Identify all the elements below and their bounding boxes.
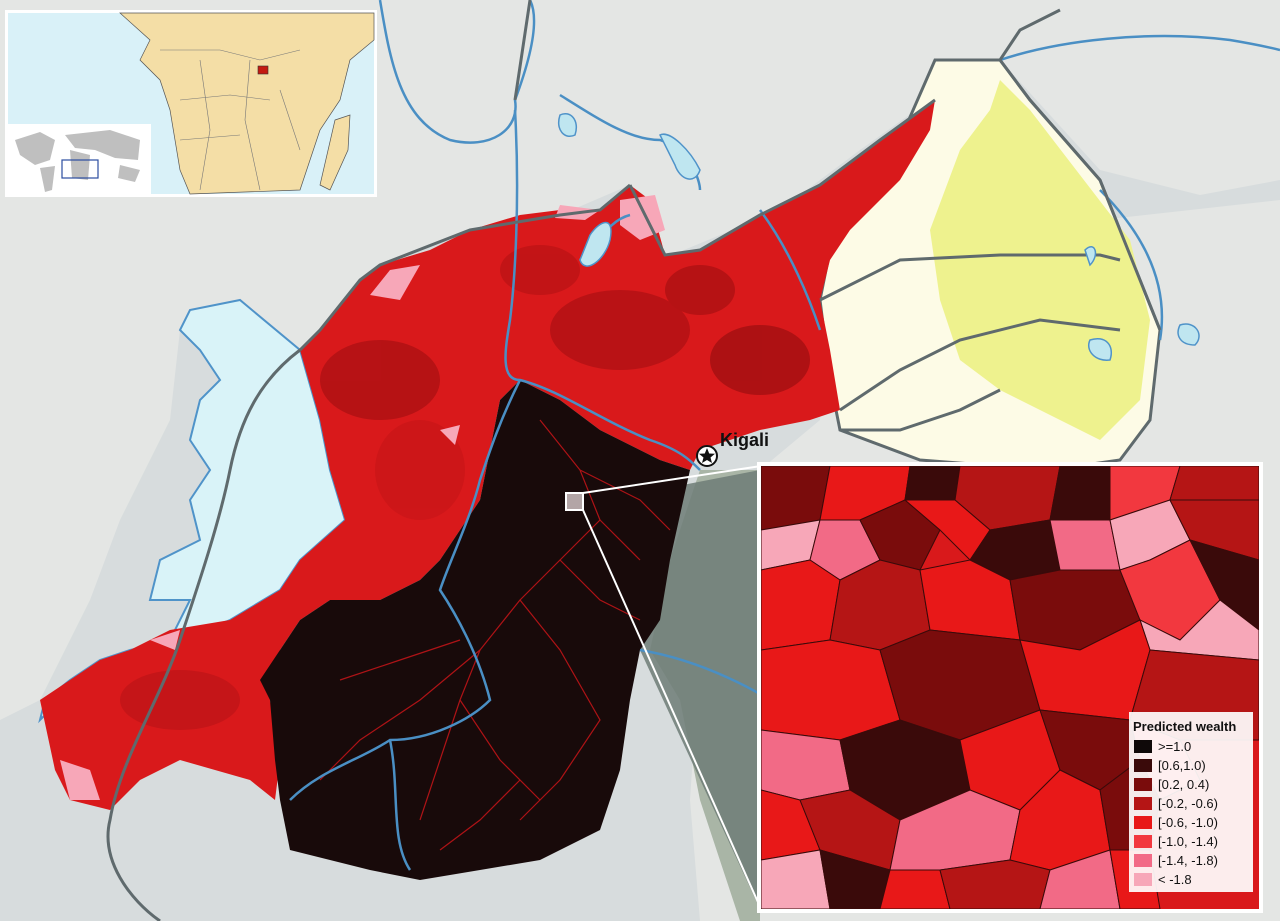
legend-swatch [1134,778,1152,791]
zoom-line-top [582,465,762,494]
legend-label: < -1.8 [1158,872,1192,887]
small-lakes [558,113,1200,361]
legend-swatch [1134,816,1152,829]
legend-swatch [1134,873,1152,886]
city-label-kigali: Kigali [720,430,769,450]
inset-locator-map [5,10,377,197]
legend-items: >=1.0 [0.6,1.0) [0.2, 0.4) [-0.2, -0.6) [-0.… [1134,739,1218,887]
legend-swatch [1134,759,1152,772]
wealth-mottles [120,245,810,730]
kigali-urban-glow [319,419,671,851]
zoom-source-square [565,492,584,511]
inset-country-borders [160,49,301,191]
legend-label: [-0.6, -1.0) [1158,815,1218,830]
pink-patches [60,195,665,800]
legend-label: [0.6,1.0) [1158,758,1206,773]
legend-label: [0.2, 0.4) [1158,777,1209,792]
legend-label: [-1.4, -1.8) [1158,853,1218,868]
legend-swatch [1134,797,1152,810]
legend-swatch [1134,854,1152,867]
legend-swatch [1134,740,1152,753]
inset-world-locator-box [61,159,99,179]
borders [106,0,1162,921]
legend-label: [-1.0, -1.4) [1158,834,1218,849]
zoom-panel [761,466,1259,909]
kigali-marker: Kigali [696,430,769,467]
inset-madagascar [319,114,351,191]
inset-africa-land [119,12,375,195]
legend: Predicted wealth >=1.0 [0.6,1.0) [0.2, 0.4… [1129,712,1253,892]
inset-rwanda-highlight [257,65,269,75]
star-shape [699,448,715,463]
legend-label: [-0.2, -0.6) [1158,796,1218,811]
voronoi-cells [761,466,1259,909]
inset-world-land [15,130,140,192]
zoom-line-bottom [582,509,762,910]
legend-label: >=1.0 [1158,739,1191,754]
legend-title: Predicted wealth [1133,719,1236,734]
legend-swatch [1134,835,1152,848]
